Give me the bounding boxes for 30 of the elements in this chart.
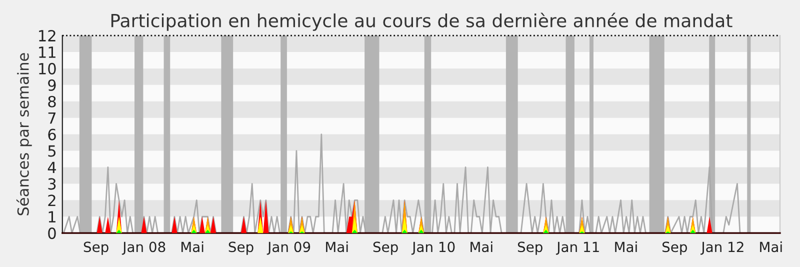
y-tick-label: 6 <box>48 128 56 140</box>
x-tick-label: Mai <box>615 241 637 252</box>
x-tick-label: Mai <box>760 241 782 252</box>
y-axis-title: Séances par semaine <box>16 53 32 216</box>
y-tick-label: 4 <box>48 162 56 174</box>
y-tick-label: 3 <box>48 178 56 190</box>
x-tick-label: Sep <box>518 242 542 255</box>
x-tick-label: Jan 11 <box>556 242 599 255</box>
y-tick-label: 7 <box>48 112 56 124</box>
chart-title: Participation en hemicycle au cours de sa dernière année de mandat <box>111 12 732 31</box>
y-tick-label: 2 <box>48 194 56 206</box>
x-tick-label: Jan 12 <box>700 242 744 255</box>
y-tick-label: 9 <box>48 79 56 91</box>
x-tick-label: Sep <box>373 242 398 255</box>
y-tick-label: 8 <box>48 96 56 108</box>
y-tick-label: 12 <box>39 30 56 42</box>
x-tick-label: Sep <box>84 242 108 255</box>
y-tick-label: 5 <box>48 145 56 157</box>
y-tick-label: 1 <box>48 211 56 222</box>
x-tick-label: Jan 08 <box>122 242 166 255</box>
y-tick-label: 0 <box>48 228 56 240</box>
x-tick-label: Jan 10 <box>411 242 455 255</box>
x-tick-label: Mai <box>181 241 204 252</box>
x-tick-label: Mai <box>326 241 348 252</box>
x-tick-label: Mai <box>470 241 492 252</box>
x-tick-label: Sep <box>228 242 254 255</box>
x-tick-label: Jan 09 <box>266 242 310 255</box>
x-tick-label: Sep <box>662 242 687 255</box>
y-tick-label: 10 <box>39 62 56 74</box>
y-tick-label: 11 <box>39 46 56 58</box>
